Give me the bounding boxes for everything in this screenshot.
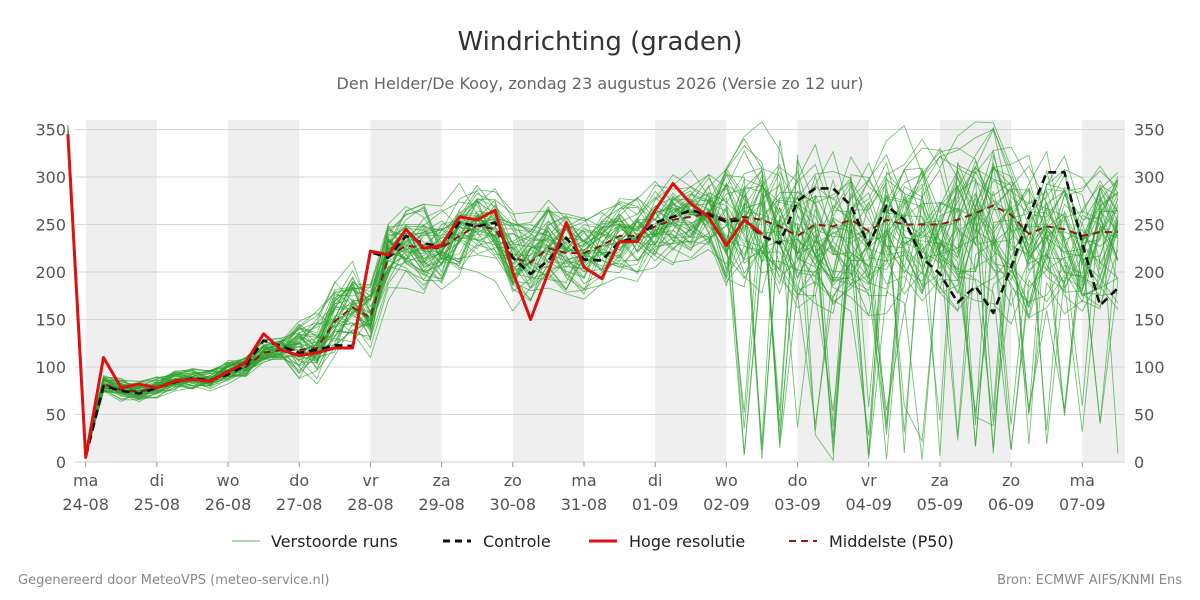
x-tick-day-13: zo — [1002, 471, 1020, 490]
ensemble-member-42 — [67, 125, 1119, 455]
y-tick-left-250: 250 — [35, 216, 66, 235]
y-tick-left-300: 300 — [35, 168, 66, 187]
legend-label-control: Controle — [483, 532, 551, 551]
y-tick-left-100: 100 — [35, 358, 66, 377]
x-tick-day-0: ma — [73, 471, 98, 490]
ensemble-member-37 — [67, 127, 1119, 458]
legend-label-members: Verstoorde runs — [271, 532, 398, 551]
x-tick-day-12: za — [931, 471, 949, 490]
y-tick-left-50: 50 — [46, 406, 66, 425]
y-tick-right-150: 150 — [1134, 311, 1165, 330]
x-tick-date-14: 07-09 — [1059, 495, 1106, 514]
ensemble-member-47 — [67, 137, 1119, 462]
x-tick-date-8: 01-09 — [632, 495, 679, 514]
x-tick-day-14: ma — [1070, 471, 1095, 490]
y-tick-right-200: 200 — [1134, 263, 1165, 282]
footer-generated: Gegenereerd door MeteoVPS (meteo-service… — [18, 573, 329, 588]
x-tick-day-5: za — [433, 471, 451, 490]
y-tick-right-300: 300 — [1134, 168, 1165, 187]
x-tick-date-13: 06-09 — [988, 495, 1035, 514]
ensemble-member-33 — [67, 121, 1119, 454]
shade-band-1 — [228, 120, 300, 462]
x-tick-date-2: 26-08 — [205, 495, 252, 514]
x-tick-date-0: 24-08 — [62, 495, 109, 514]
y-tick-right-250: 250 — [1134, 216, 1165, 235]
x-tick-date-4: 28-08 — [347, 495, 394, 514]
series-line-middelste-p50- — [66, 134, 1118, 456]
y-tick-right-50: 50 — [1134, 406, 1154, 425]
y-tick-left-200: 200 — [35, 263, 66, 282]
series-line-hoge-resolutie — [66, 134, 763, 459]
y-tick-left-150: 150 — [35, 311, 66, 330]
x-axis-ticks: ma 24-08 di 25-08 wo 26-08 do 27-08 vr 28-08 za 29-… — [62, 462, 1106, 514]
y-tick-right-100: 100 — [1134, 358, 1165, 377]
x-tick-date-3: 27-08 — [276, 495, 323, 514]
chart-subtitle: Den Helder/De Kooy, zondag 23 augustus 2… — [337, 74, 864, 93]
y-tick-left-0: 0 — [56, 453, 66, 472]
x-tick-date-10: 03-09 — [774, 495, 821, 514]
y-tick-left-350: 350 — [35, 121, 66, 140]
x-tick-date-11: 04-09 — [845, 495, 892, 514]
ensemble-member-50 — [67, 128, 1119, 454]
legend-label-highres: Hoge resolutie — [629, 532, 745, 551]
shade-band-4 — [655, 120, 727, 462]
ensemble-member-44 — [67, 130, 1119, 454]
x-tick-date-12: 05-09 — [917, 495, 964, 514]
x-tick-date-9: 02-09 — [703, 495, 750, 514]
x-tick-day-9: wo — [715, 471, 738, 490]
x-tick-day-1: di — [150, 471, 165, 490]
x-tick-day-2: wo — [217, 471, 240, 490]
ensemble-member-36 — [67, 133, 1119, 454]
ensemble-member-46 — [67, 133, 1119, 456]
x-tick-date-6: 30-08 — [490, 495, 537, 514]
x-tick-date-1: 25-08 — [134, 495, 181, 514]
footer-source: Bron: ECMWF AIFS/KNMI Ens — [997, 573, 1182, 588]
main-series — [66, 134, 1119, 459]
legend-label-median: Middelste (P50) — [829, 532, 954, 551]
x-tick-date-5: 29-08 — [418, 495, 465, 514]
x-tick-day-8: di — [648, 471, 663, 490]
ensemble-member-39 — [67, 130, 1119, 454]
x-tick-day-11: vr — [861, 471, 877, 490]
x-tick-day-3: do — [289, 471, 309, 490]
y-tick-right-350: 350 — [1134, 121, 1165, 140]
y-tick-right-0: 0 — [1134, 453, 1144, 472]
x-tick-day-10: do — [788, 471, 808, 490]
legend: Verstoorde runs Controle Hoge resolutie … — [232, 532, 954, 551]
x-tick-day-4: vr — [362, 471, 378, 490]
x-tick-day-7: ma — [571, 471, 596, 490]
x-tick-date-7: 31-08 — [561, 495, 608, 514]
chart-title: Windrichting (graden) — [457, 27, 742, 57]
ensemble-member-35 — [67, 132, 1118, 458]
x-tick-day-6: zo — [504, 471, 522, 490]
y-axis-ticks: 0 0 50 50 100 100 150 150 200 200 250 250 300 300 350 3… — [35, 121, 1164, 473]
